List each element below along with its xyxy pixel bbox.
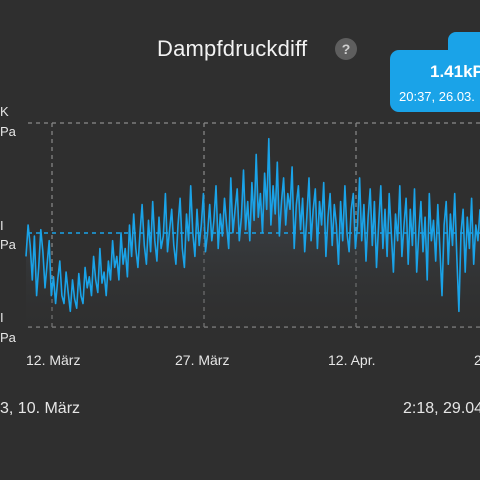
series-line	[25, 137, 480, 313]
x-axis-label: 12. März	[26, 352, 81, 368]
range-start: 3, 10. März	[0, 400, 81, 417]
x-axis-label: 12. Apr.	[328, 352, 376, 368]
range-end: 2:18, 29.04.	[403, 400, 480, 417]
chart-title: Dampfdruckdiff	[157, 36, 308, 61]
y-axis-label: Pa	[0, 124, 16, 139]
y-axis-label: I	[0, 218, 4, 233]
tooltip-value: 1.41kPa	[430, 62, 480, 81]
tooltip-time: 20:37, 26.03.	[399, 89, 475, 104]
help-icon[interactable]: ?	[335, 38, 357, 60]
value-tooltip: 1.41kPa 20:37, 26.03.	[390, 50, 480, 112]
y-axis-label: Pa	[0, 237, 16, 252]
y-axis-label: Pa	[0, 330, 16, 345]
x-axis-label: 2	[474, 352, 480, 368]
y-axis-label: I	[0, 310, 4, 325]
y-axis-label: K	[0, 104, 9, 119]
x-axis-label: 27. März	[175, 352, 230, 368]
